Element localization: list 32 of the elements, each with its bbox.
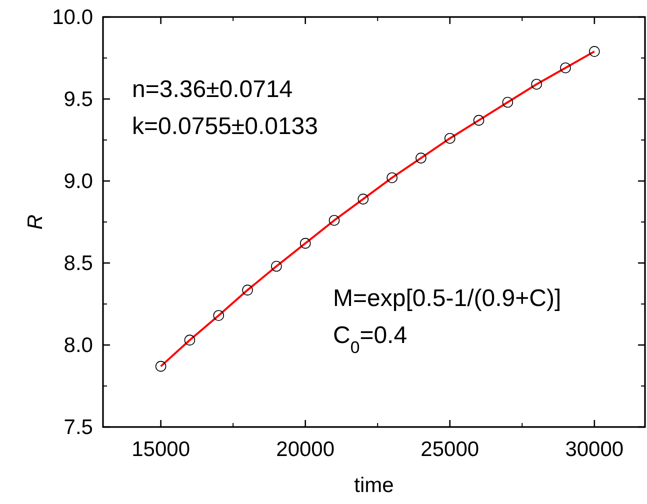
point [502,96,514,108]
point [328,214,340,226]
point [184,334,196,346]
annotation: M=exp[0.5-1/(0.9+C)] [333,285,562,312]
y-axis-title: R [24,214,47,230]
point [242,284,253,296]
x-tick-label: 25000 [420,438,480,461]
x-tick-label: 20000 [276,438,335,461]
point [300,238,311,249]
y-tick-label: 8.5 [64,252,93,275]
x-axis-title: time [354,474,394,497]
point [271,260,282,272]
point [416,152,426,164]
point [155,360,166,372]
point [358,194,369,204]
point [444,132,456,144]
annotation: k=0.0755±0.0133 [132,113,318,140]
annotation: n=3.36±0.0714 [132,76,293,103]
y-tick-label: 10.0 [52,6,93,29]
point [560,62,571,74]
annotation: C$_{0}$=0.4 [333,322,408,356]
point [386,172,398,184]
y-tick-label: 9.0 [64,170,93,193]
y-tick-label: 8.0 [64,334,93,357]
x-tick-label: 30000 [565,438,624,461]
y-tick-label: 9.5 [64,88,93,111]
y-tick-label: 7.5 [64,416,93,439]
point [213,310,224,321]
point [531,78,542,90]
point [473,114,484,126]
x-tick-label: 15000 [132,438,190,461]
point [589,46,600,57]
